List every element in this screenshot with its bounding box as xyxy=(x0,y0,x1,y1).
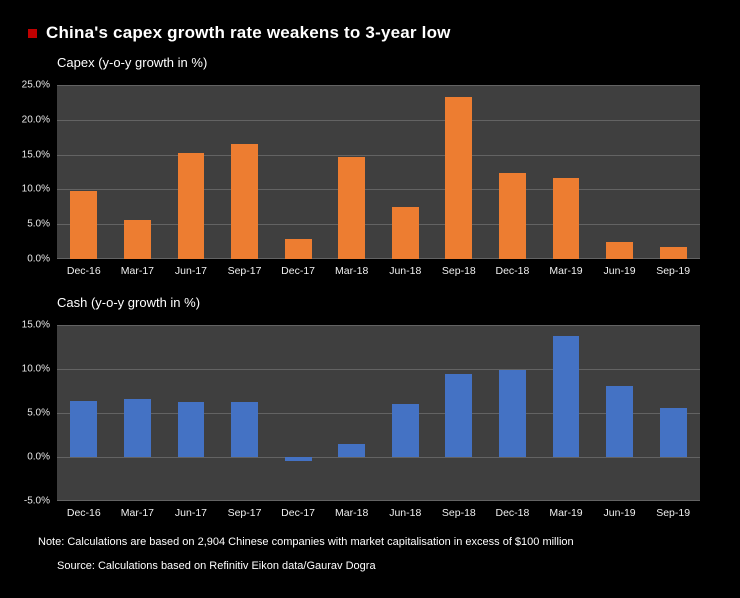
cash-chart-row: 15.0% 10.0% 5.0% 0.0% -5.0% xyxy=(0,320,740,507)
cash-chart-title: Cash (y-o-y growth in %) xyxy=(57,295,201,310)
capex-x-axis: Dec-16 Mar-17 Jun-17 Sep-17 Dec-17 Mar-18 Jun-… xyxy=(57,259,700,279)
bar-Jun-17 xyxy=(177,152,205,259)
bar-Sep-18 xyxy=(445,96,473,259)
x-tick-label: Jun-19 xyxy=(603,265,636,277)
gridline xyxy=(57,258,700,259)
y-tick-label: 15.0% xyxy=(21,149,50,161)
cash-y-axis: 15.0% 10.0% 5.0% 0.0% -5.0% xyxy=(0,320,57,507)
note-text: Note: Calculations are based on 2,904 Ch… xyxy=(38,536,574,548)
gridline xyxy=(57,85,700,86)
x-tick-label: Sep-17 xyxy=(227,507,262,519)
bar-Jun-18 xyxy=(391,404,419,457)
bar-Dec-16 xyxy=(70,191,98,259)
capex-chart-title: Capex (y-o-y growth in %) xyxy=(57,55,208,70)
x-tick-label: Dec-16 xyxy=(66,265,101,277)
bar-Sep-18 xyxy=(445,374,473,457)
capex-chart-row: 25.0% 20.0% 15.0% 10.0% 5.0% 0.0% xyxy=(0,80,740,265)
x-tick-label: Dec-17 xyxy=(281,507,316,519)
y-tick-label: -5.0% xyxy=(23,495,50,507)
bar-Jun-19 xyxy=(606,385,633,457)
bar-Dec-16 xyxy=(70,400,98,457)
gridline xyxy=(57,457,700,458)
bar-Jun-18 xyxy=(391,206,419,259)
x-tick-label: Mar-18 xyxy=(335,265,369,277)
x-tick-label: Dec-18 xyxy=(495,265,530,277)
y-tick-label: 0.0% xyxy=(27,451,50,463)
bar-Mar-18 xyxy=(338,156,366,259)
x-tick-label: Sep-18 xyxy=(441,507,476,519)
cash-chart-section: Cash (y-o-y growth in %) 15.0% 10.0% 5.0% 0… xyxy=(0,295,740,521)
x-tick-label: Mar-19 xyxy=(549,507,583,519)
y-tick-label: 10.0% xyxy=(21,183,50,195)
bar-Mar-19 xyxy=(552,177,580,259)
gridline xyxy=(57,369,700,370)
bar-Jun-17 xyxy=(177,402,205,457)
gridline xyxy=(57,500,700,501)
y-tick-label: 20.0% xyxy=(21,114,50,126)
x-tick-label: Mar-18 xyxy=(335,507,369,519)
x-tick-label: Sep-17 xyxy=(227,265,262,277)
x-tick-label: Sep-18 xyxy=(441,265,476,277)
x-tick-label: Dec-17 xyxy=(281,265,316,277)
red-accent-mark xyxy=(28,28,37,38)
bar-Dec-17 xyxy=(284,457,312,462)
bar-Sep-17 xyxy=(231,144,258,259)
capex-plot-area xyxy=(57,85,700,259)
x-tick-label: Mar-17 xyxy=(120,265,154,277)
x-tick-label: Sep-19 xyxy=(656,507,691,519)
x-tick-label: Jun-18 xyxy=(389,265,422,277)
bar-Dec-17 xyxy=(284,238,312,259)
gridline xyxy=(57,224,700,225)
y-tick-label: 15.0% xyxy=(21,319,50,331)
bar-Jun-19 xyxy=(606,241,633,259)
bar-Mar-17 xyxy=(123,398,151,457)
y-tick-label: 5.0% xyxy=(27,407,50,419)
bar-Sep-17 xyxy=(231,402,258,457)
bar-Dec-18 xyxy=(499,172,526,259)
gridline xyxy=(57,155,700,156)
y-tick-label: 0.0% xyxy=(27,253,50,265)
x-tick-label: Jun-17 xyxy=(174,507,207,519)
y-tick-label: 5.0% xyxy=(27,218,50,230)
gridline xyxy=(57,413,700,414)
x-tick-label: Mar-17 xyxy=(120,507,154,519)
gridline xyxy=(57,325,700,326)
x-tick-label: Mar-19 xyxy=(549,265,583,277)
bar-Mar-19 xyxy=(552,336,580,457)
bar-Sep-19 xyxy=(659,407,687,457)
capex-chart-section: Capex (y-o-y growth in %) 25.0% 20.0% 15.0… xyxy=(0,55,740,279)
bar-Mar-17 xyxy=(123,220,151,259)
x-tick-label: Jun-18 xyxy=(389,507,422,519)
bar-Dec-18 xyxy=(499,369,526,457)
cash-x-axis: Dec-16 Mar-17 Jun-17 Sep-17 Dec-17 Mar-18 Jun-… xyxy=(57,501,700,521)
capex-y-axis: 25.0% 20.0% 15.0% 10.0% 5.0% 0.0% xyxy=(0,80,57,265)
bar-Mar-18 xyxy=(338,443,366,457)
cash-plot-area xyxy=(57,325,700,501)
x-tick-label: Dec-16 xyxy=(66,507,101,519)
x-tick-label: Dec-18 xyxy=(495,507,530,519)
y-tick-label: 25.0% xyxy=(21,79,50,91)
x-tick-label: Jun-17 xyxy=(174,265,207,277)
y-tick-label: 10.0% xyxy=(21,363,50,375)
source-text: Source: Calculations based on Refinitiv … xyxy=(57,560,376,572)
bar-Sep-19 xyxy=(659,247,687,259)
page-title: China's capex growth rate weakens to 3-y… xyxy=(46,23,451,42)
x-tick-label: Jun-19 xyxy=(603,507,636,519)
gridline xyxy=(57,120,700,121)
header: China's capex growth rate weakens to 3-y… xyxy=(0,0,740,43)
gridline xyxy=(57,189,700,190)
x-tick-label: Sep-19 xyxy=(656,265,691,277)
